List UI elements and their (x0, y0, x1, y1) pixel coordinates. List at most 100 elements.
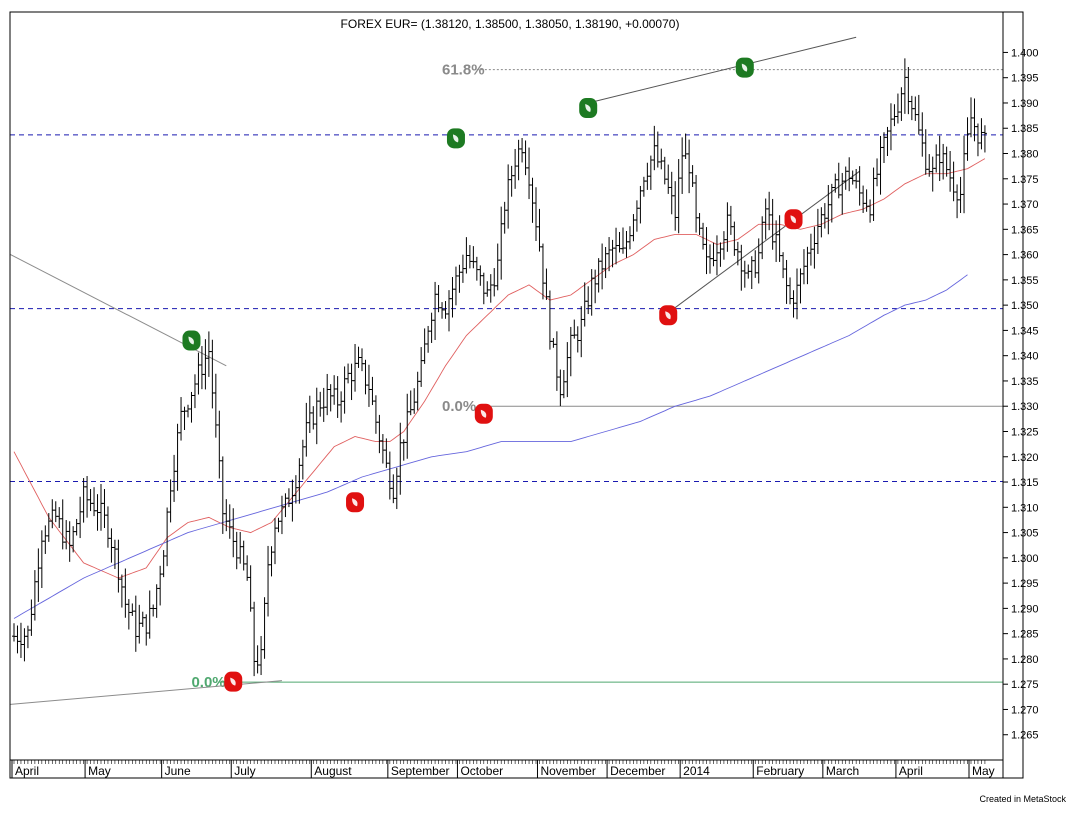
y-tick-label: 1.400 (1011, 47, 1039, 59)
ohlc-bar (784, 259, 789, 304)
trend-line (588, 36, 857, 104)
y-tick-label: 1.395 (1011, 73, 1039, 85)
ohlc-bar (906, 66, 911, 115)
ohlc-bar (520, 137, 525, 163)
ohlc-bar (499, 206, 504, 280)
ohlc-bar (311, 406, 316, 430)
ohlc-bar (189, 391, 194, 423)
ohlc-bar (36, 548, 41, 602)
ohlc-bar (871, 167, 876, 221)
ohlc-bar (405, 393, 410, 459)
ohlc-bar (130, 603, 135, 616)
fib-level-label: 61.8% (442, 62, 485, 79)
y-tick-label: 1.275 (1011, 679, 1039, 691)
ohlc-bar (603, 247, 608, 279)
x-month-label: October (460, 764, 503, 778)
ohlc-bar (74, 518, 79, 536)
ohlc-bar (600, 243, 605, 290)
ohlc-bar (408, 390, 413, 416)
ohlc-bar (739, 244, 744, 291)
ohlc-bar (829, 183, 834, 223)
ohlc-bar (300, 439, 305, 480)
ohlc-bar (172, 454, 177, 502)
ohlc-bar (962, 135, 967, 214)
ohlc-bar (836, 162, 841, 199)
ohlc-bar (614, 227, 619, 265)
ohlc-bar (781, 252, 786, 279)
marker-highlight (790, 215, 796, 224)
ohlc-bar (822, 203, 827, 229)
ohlc-bar (627, 226, 632, 250)
ohlc-bar (92, 487, 97, 517)
ohlc-bar (422, 328, 427, 364)
ohlc-bar (415, 371, 420, 411)
ohlc-bar (12, 623, 16, 642)
y-tick-label: 1.300 (1011, 553, 1039, 565)
ohlc-bar (502, 201, 507, 234)
ohlc-bar (283, 493, 288, 518)
ohlc-bar (572, 319, 577, 339)
ohlc-bar (969, 97, 973, 138)
y-tick-label: 1.340 (1011, 351, 1039, 363)
ohlc-bar (137, 604, 142, 644)
y-tick-label: 1.325 (1011, 426, 1039, 438)
ohlc-bar (878, 135, 883, 195)
ohlc-bar (279, 495, 284, 535)
ohlc-bar (370, 376, 375, 406)
marker-highlight (480, 409, 487, 418)
ohlc-bar (440, 302, 445, 319)
ohlc-bar (593, 269, 598, 304)
ohlc-bar (32, 570, 37, 621)
ohlc-bar (394, 467, 399, 510)
ohlc-bar (328, 384, 333, 412)
marker-red-feb (659, 305, 678, 326)
ohlc-bar (457, 264, 462, 293)
ohlc-bar (227, 504, 232, 539)
ohlc-bar (297, 458, 302, 504)
ohlc-bar (673, 181, 678, 231)
ohlc-bar (71, 526, 76, 553)
ohlc-bar (801, 249, 806, 285)
ohlc-bar (15, 625, 20, 654)
ohlc-bar (506, 164, 511, 229)
ohlc-bar (666, 164, 671, 194)
ohlc-bar (902, 58, 907, 114)
y-tick-label: 1.310 (1011, 502, 1039, 514)
ohlc-bar (269, 546, 274, 577)
ohlc-bar (377, 414, 382, 454)
y-tick-label: 1.365 (1011, 224, 1039, 236)
ohlc-bar (652, 125, 657, 171)
ohlc-bar (690, 165, 695, 188)
ohlc-bar (245, 555, 250, 581)
ohlc-bar (373, 395, 378, 434)
x-month-label: November (540, 764, 595, 778)
ohlc-bar (899, 87, 904, 121)
ohlc-bar (641, 176, 646, 197)
ohlc-bar (847, 157, 852, 192)
ohlc-bar (203, 339, 208, 390)
x-month-label: May (972, 764, 995, 778)
ohlc-bar (307, 395, 312, 434)
ohlc-bar (944, 146, 949, 177)
ohlc-bar (248, 565, 253, 612)
ohlc-bar (711, 242, 716, 267)
ohlc-bar (492, 268, 497, 297)
ohlc-bar (704, 227, 709, 275)
ohlc-bar (718, 242, 723, 267)
marker-red-apr (784, 209, 803, 230)
ohlc-bar (325, 373, 330, 416)
y-tick-label: 1.380 (1011, 149, 1039, 161)
ohlc-bar (840, 172, 845, 215)
y-tick-label: 1.345 (1011, 325, 1039, 337)
ohlc-bar (742, 260, 747, 288)
ohlc-bar (192, 374, 197, 409)
ohlc-bar (133, 595, 138, 652)
ohlc-bar (126, 599, 131, 630)
ohlc-bar (791, 290, 796, 318)
x-month-label: May (88, 764, 111, 778)
marker-highlight (352, 498, 358, 507)
ohlc-bar (662, 156, 667, 185)
ohlc-bar (621, 227, 625, 254)
ohlc-bar (854, 168, 859, 189)
ohlc-bar (321, 387, 326, 422)
